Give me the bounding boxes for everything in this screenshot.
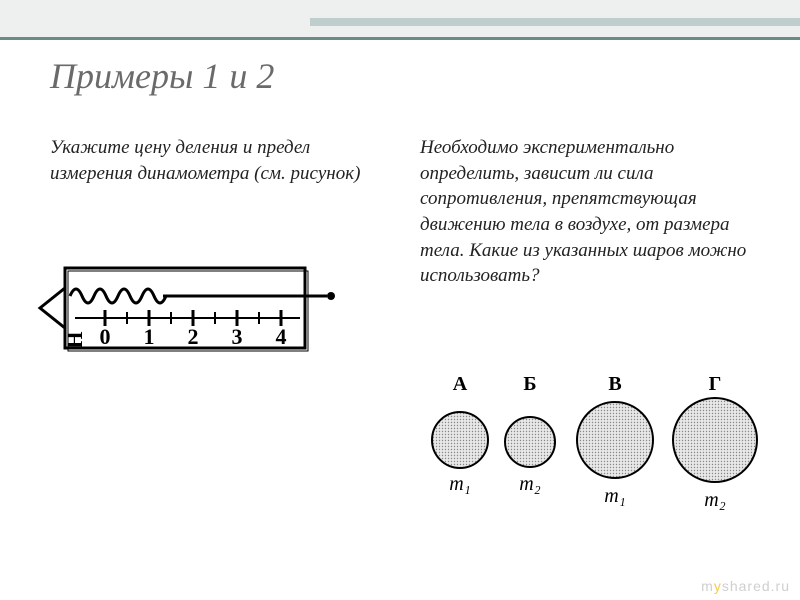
mass-G: m₂ [704, 489, 725, 511]
svg-text:1: 1 [144, 324, 155, 349]
page-title: Примеры 1 и 2 [50, 55, 274, 97]
ball-label-G: Г [709, 373, 722, 395]
svg-text:0: 0 [100, 324, 111, 349]
dynamometer-figure: Н 0 1 2 3 4 [35, 260, 345, 375]
ball-B [505, 417, 555, 467]
ball-A [432, 412, 488, 468]
ball-label-A: А [453, 373, 468, 395]
ball-label-V: В [608, 373, 621, 395]
mass-A: m₁ [449, 473, 470, 495]
svg-text:4: 4 [276, 324, 287, 349]
mass-B: m₂ [519, 473, 540, 495]
svg-text:3: 3 [232, 324, 243, 349]
top-bar [0, 0, 800, 40]
problem-2-text: Необходимо экспериментально определить, … [420, 135, 750, 289]
ball-label-B: Б [523, 373, 536, 395]
svg-text:2: 2 [188, 324, 199, 349]
mass-V: m₁ [604, 485, 625, 507]
balls-figure: А m₁ Б m₂ В m₁ Г m₂ [420, 370, 760, 535]
watermark: myshared.ru [701, 578, 790, 594]
unit-label: Н [62, 331, 87, 348]
ball-V [577, 402, 653, 478]
ball-G [673, 398, 757, 482]
